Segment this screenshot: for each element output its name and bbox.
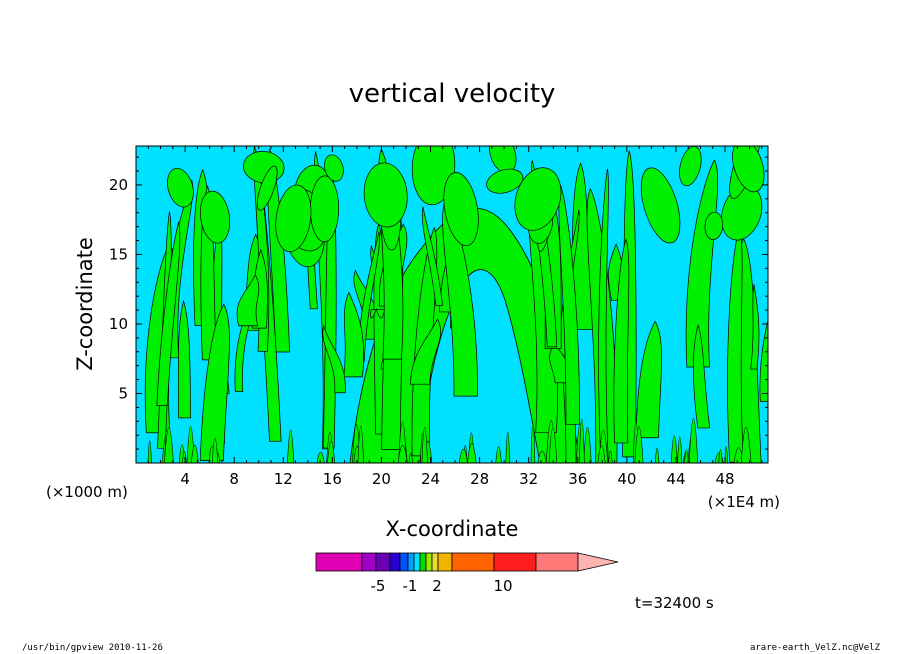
velocity-streak: [421, 426, 428, 463]
velocity-band: [343, 291, 365, 378]
velocity-streak: [357, 426, 364, 463]
x-tick-label: 20: [372, 470, 391, 488]
colorbar-segment: [399, 552, 409, 572]
velocity-band: [356, 231, 380, 363]
velocity-band: [156, 221, 181, 406]
velocity-blob: [640, 167, 681, 244]
x-tick-label: 24: [421, 470, 440, 488]
x-tick-label: 8: [229, 470, 239, 488]
plot-frame: [135, 145, 769, 464]
velocity-blob: [704, 211, 724, 240]
colorbar-extension-arrow: [577, 552, 619, 572]
footer-left: /usr/bin/gpview 2010-11-26: [22, 643, 163, 653]
velocity-blob: [310, 175, 340, 243]
footer-right: arare-earth_VelZ.nc@VelZ: [750, 643, 881, 653]
velocity-band: [177, 300, 191, 419]
velocity-band: [685, 159, 719, 368]
velocity-band: [558, 185, 580, 425]
time-annotation: t=32400 s: [635, 594, 714, 612]
velocity-streak: [287, 430, 295, 463]
velocity-band: [598, 168, 609, 463]
x-tick-label: 48: [716, 470, 735, 488]
x-unit-right: (×1E4 m): [708, 493, 780, 511]
velocity-band: [750, 284, 760, 370]
x-tick-label: 28: [470, 470, 489, 488]
colorbar-segment: [375, 552, 391, 572]
velocity-band: [236, 273, 260, 327]
y-tick-label: 5: [118, 384, 128, 402]
velocity-band: [410, 318, 441, 385]
velocity-band: [613, 238, 630, 444]
colorbar-segment: [413, 552, 421, 572]
velocity-blob: [486, 168, 524, 194]
colorbar-segment: [493, 552, 537, 572]
x-axis-ticks: 4 8 12 16 20 24 28 32 36 40 44 48: [147, 146, 763, 488]
colorbar-segment: [315, 552, 363, 572]
velocity-streak: [530, 422, 536, 463]
y-tick-label: 15: [109, 245, 128, 263]
colorbar-segment: [431, 552, 439, 572]
colorbar-tick-label: -5: [371, 577, 386, 595]
velocity-streak: [688, 418, 699, 463]
y-tick-label: 20: [109, 176, 128, 194]
colorbar-segment: [407, 552, 415, 572]
velocity-arch-core: [419, 269, 541, 463]
x-tick-label: 44: [666, 470, 685, 488]
velocity-band: [759, 318, 768, 402]
velocity-band: [635, 320, 662, 439]
velocity-streak: [505, 431, 511, 463]
colorbar-tick-label: -1: [403, 577, 418, 595]
colorbar-segment: [535, 552, 579, 572]
velocity-blob: [256, 165, 278, 211]
velocity-band: [199, 303, 230, 461]
colorbar-segment: [419, 552, 427, 572]
x-axis-label: X-coordinate: [386, 517, 519, 541]
velocity-blob: [443, 172, 479, 246]
plot-area: [136, 146, 768, 463]
velocity-streak: [740, 427, 752, 463]
y-axis-label: Z-coordinate: [73, 237, 97, 371]
velocity-blob: [199, 190, 231, 244]
velocity-blob: [363, 162, 408, 228]
velocity-blob: [275, 184, 312, 253]
colorbar-segment: [389, 552, 401, 572]
velocity-streak: [579, 418, 585, 463]
y-axis-ticks: 5 10 15 20: [109, 156, 768, 450]
x-tick-label: 36: [568, 470, 587, 488]
y-tick-label: 10: [109, 315, 128, 333]
velocity-streak: [634, 426, 644, 463]
velocity-blob: [732, 146, 765, 193]
x-tick-label: 32: [519, 470, 538, 488]
x-tick-label: 12: [274, 470, 293, 488]
colorbar: [315, 552, 619, 572]
colorbar-segment: [425, 552, 433, 572]
velocity-blob: [411, 146, 456, 206]
velocity-band: [266, 147, 290, 353]
colorbar-segment: [451, 552, 495, 572]
velocity-blob: [514, 167, 562, 231]
colorbar-segment: [361, 552, 377, 572]
x-unit-left: (×1000 m): [46, 483, 128, 501]
velocity-band: [322, 324, 346, 394]
velocity-band: [422, 206, 443, 306]
velocity-band: [692, 323, 711, 429]
chart-title: vertical velocity: [349, 79, 556, 109]
velocity-blob: [167, 168, 194, 208]
x-tick-label: 4: [180, 470, 190, 488]
colorbar-segment: [437, 552, 453, 572]
velocity-streak: [164, 427, 174, 463]
x-tick-label: 40: [617, 470, 636, 488]
velocity-streak: [548, 427, 558, 463]
velocity-streak: [583, 426, 592, 463]
velocity-blob: [324, 154, 344, 182]
x-tick-label: 16: [323, 470, 342, 488]
colorbar-tick-label: 10: [493, 577, 512, 595]
colorbar-tick-label: 2: [432, 577, 442, 595]
colorbar-tick-labels: -5 -1 2 10: [371, 577, 513, 595]
velocity-blob: [679, 146, 702, 187]
